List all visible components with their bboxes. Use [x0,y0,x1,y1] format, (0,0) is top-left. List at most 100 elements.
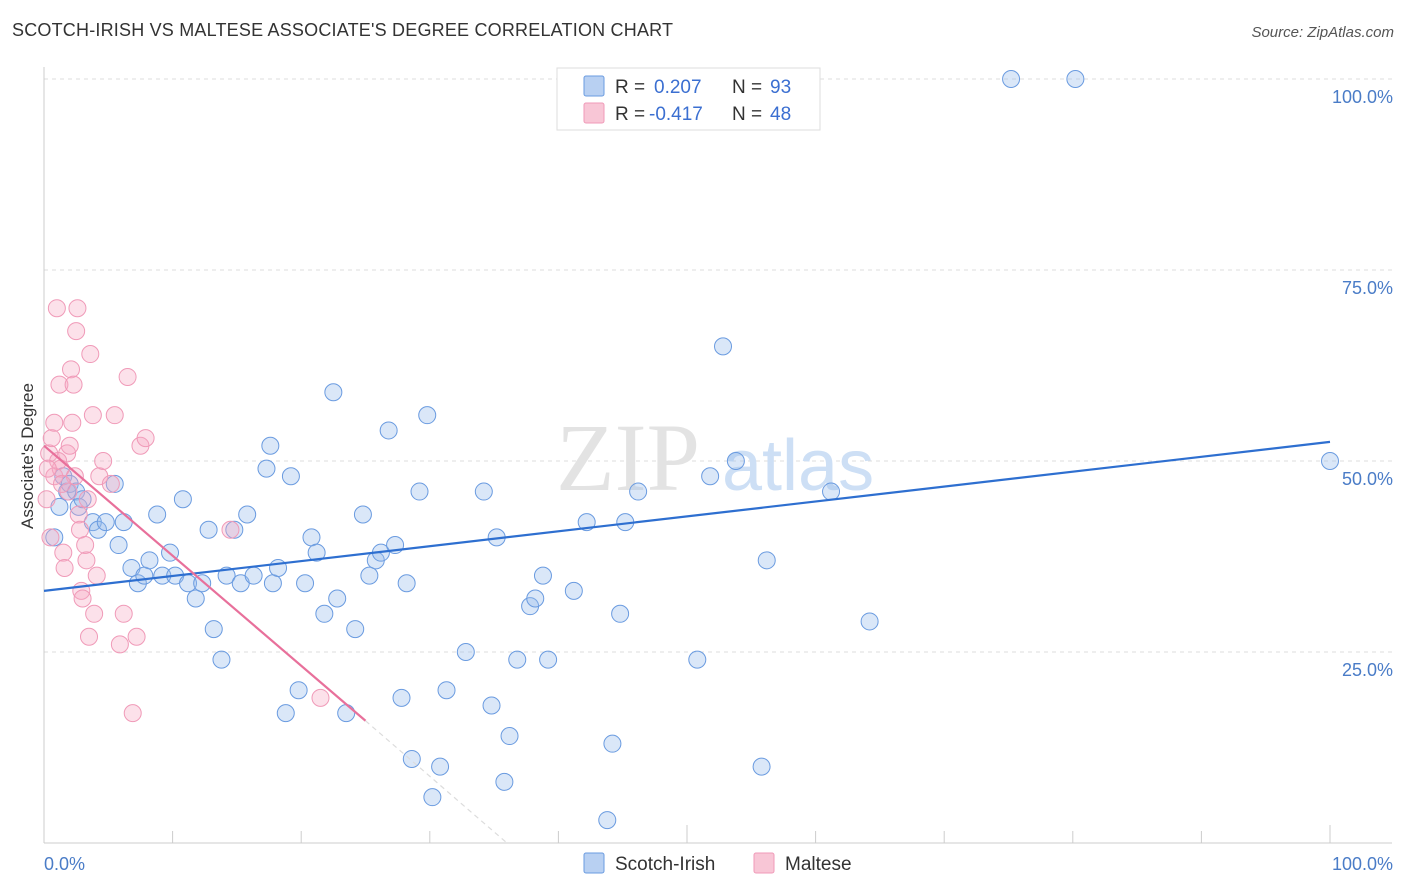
y-tick-label: 50.0% [1342,469,1393,489]
y-axis-label: Associate's Degree [18,383,37,529]
scotch-irish-point [564,581,583,600]
watermark-atlas: atlas [722,426,874,506]
maltese-point [68,299,87,318]
scotch-irish-point [296,574,315,593]
scotch-irish-point [328,589,347,608]
legend-n-label-scotch: N = [732,77,762,98]
bottom-legend-label-scotch-irish: Scotch-Irish [615,854,715,875]
maltese-point [69,505,88,524]
scotch-irish-point [757,551,776,570]
scotch-irish-point [431,757,450,776]
scotch-irish-point [238,505,257,524]
scotch-irish-point [140,551,159,570]
maltese-point [73,589,92,608]
scotch-irish-point [337,704,356,723]
maltese-point [53,474,72,493]
scotch-irish-point [397,574,416,593]
trend-lines [43,440,1331,844]
scotch-irish-point [533,566,552,585]
scotch-irish-point [1321,452,1339,470]
scotch-irish-point [114,513,133,532]
maltese-point [118,367,137,386]
scotch-irish-point [315,604,334,623]
maltese-point [221,520,240,539]
scotch-irish-point [1002,70,1021,88]
maltese-point [114,604,133,623]
maltese-point [87,566,106,585]
maltese-point [62,360,81,379]
bottom-legend-label-maltese: Maltese [785,854,852,875]
scotch-irish-point [89,520,108,539]
maltese-point [80,627,99,646]
maltese-point [85,604,104,623]
legend-r-label-maltese: R = [615,104,645,125]
maltese-point [38,459,57,478]
x-tick-label-min: 0.0% [44,854,85,874]
maltese-point [94,452,113,470]
legend-n-value-maltese: 48 [770,104,791,125]
maltese-point [101,474,120,493]
maltese-point [127,627,146,646]
maltese-point [47,299,66,318]
y-tick-labels: 100.0% 75.0% 50.0% 25.0% [1332,87,1393,680]
legend-r-value-maltese: -0.417 [649,104,703,125]
scotch-irish-point [1066,70,1085,88]
scotch-irish-point [289,681,308,700]
scotch-irish-point [45,528,64,547]
maltese-point [83,406,102,425]
scotch-irish-trend-line [43,440,1331,592]
scotch-irish-point [423,788,442,807]
legend-box: R = 0.207 N = 93 R = -0.417 N = 48 [556,67,821,131]
legend-swatch-scotch-irish [583,75,605,97]
maltese-point [63,413,82,432]
bottom-legend-swatch-maltese [753,852,775,874]
scotch-irish-point [603,734,622,753]
legend-r-value-scotch: 0.207 [654,77,702,98]
legend-n-value-scotch: 93 [770,77,791,98]
scotch-irish-point [539,650,558,669]
y-tick-label: 75.0% [1342,278,1393,298]
scotch-irish-point [193,574,212,593]
scotch-irish-point [474,482,493,501]
maltese-point [45,413,64,432]
scotch-irish-point [302,528,321,547]
maltese-point [105,406,124,425]
watermark-zip: ZIP [556,404,700,511]
scotch-irish-point [225,520,244,539]
scotch-irish-point [212,650,231,669]
scotch-irish-point [392,688,411,707]
x-tick-label-max: 100.0% [1332,854,1393,874]
scotch-irish-point [577,513,596,532]
y-tick-label: 100.0% [1332,87,1393,107]
legend-n-label-maltese: N = [732,104,762,125]
bottom-legend: Scotch-Irish Maltese [583,852,852,875]
scotch-irish-point [204,620,223,639]
maltese-point [67,322,86,341]
scotch-irish-point [418,406,437,425]
maltese-point [37,490,56,509]
maltese-point [49,452,68,470]
scotch-irish-point [526,589,545,608]
scotch-irish-point [307,543,326,562]
legend-r-label-scotch: R = [615,77,645,98]
x-tick-labels: 0.0% 100.0% [44,854,1393,874]
maltese-points [37,299,330,723]
bottom-legend-swatch-scotch-irish [583,852,605,874]
scotch-irish-point [611,604,630,623]
scotch-irish-point [598,811,617,830]
scotch-irish-point [714,337,733,356]
scotch-irish-point [96,513,115,532]
scotch-irish-point [629,482,648,501]
maltese-point [45,467,64,486]
scotch-irish-point [822,482,841,501]
scotch-irish-point [257,459,276,478]
scotch-irish-point [379,421,398,440]
scotch-irish-point [688,650,707,669]
scotch-irish-point [482,696,501,715]
scotch-irish-point [135,566,154,585]
scotch-irish-point [324,383,343,402]
scotch-irish-point [437,681,456,700]
scotch-irish-point [173,490,192,509]
scotch-irish-point [346,620,365,639]
maltese-point [311,688,330,707]
